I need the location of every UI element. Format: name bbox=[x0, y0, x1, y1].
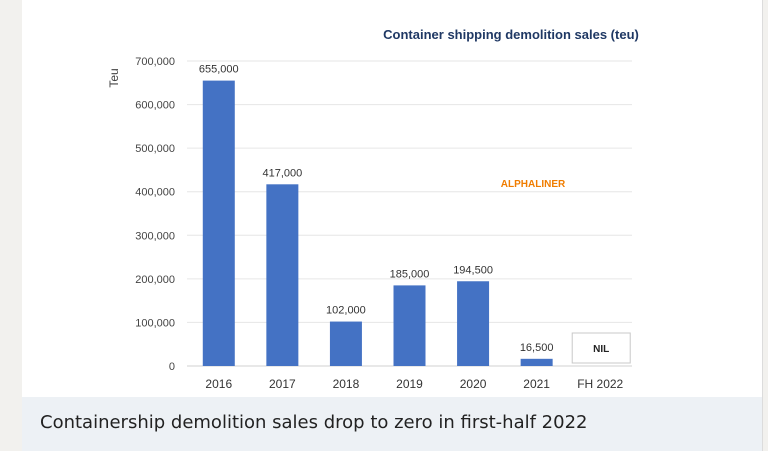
y-tick-label: 0 bbox=[169, 361, 175, 373]
y-tick-label: 400,000 bbox=[135, 187, 175, 199]
bar-2018 bbox=[329, 321, 362, 366]
y-tick-label: 700,000 bbox=[135, 56, 175, 68]
y-axis-label: Teu bbox=[107, 68, 121, 87]
data-label: 185,000 bbox=[390, 268, 430, 280]
y-tick-label: 200,000 bbox=[135, 274, 175, 286]
caption-text: Containership demolition sales drop to z… bbox=[40, 412, 588, 433]
x-tick-label: 2017 bbox=[269, 377, 296, 391]
data-label: 102,000 bbox=[326, 305, 366, 317]
x-tick-label: 2018 bbox=[333, 377, 360, 391]
y-tick-label: 300,000 bbox=[135, 230, 175, 242]
x-tick-label: 2020 bbox=[460, 377, 487, 391]
figure-caption: Containership demolition sales drop to z… bbox=[22, 397, 762, 451]
y-tick-label: 100,000 bbox=[135, 317, 175, 329]
data-label: 16,500 bbox=[520, 342, 554, 354]
bar-chart: Container shipping demolition sales (teu… bbox=[107, 27, 639, 391]
data-label: 194,500 bbox=[453, 264, 493, 276]
article-figure-card bbox=[22, 0, 763, 451]
chart-title: Container shipping demolition sales (teu… bbox=[383, 27, 639, 42]
y-tick-label: 600,000 bbox=[135, 100, 175, 112]
bar-2016 bbox=[202, 80, 235, 366]
data-label: 417,000 bbox=[262, 167, 302, 179]
data-label: 655,000 bbox=[199, 64, 239, 76]
alphaliner-annotation: ALPHALINER bbox=[501, 179, 566, 190]
nil-box bbox=[571, 332, 631, 364]
bar-2020 bbox=[457, 281, 490, 366]
data-label: NIL bbox=[593, 344, 609, 355]
y-tick-label: 500,000 bbox=[135, 143, 175, 155]
bar-2019 bbox=[393, 285, 426, 366]
x-tick-label: 2019 bbox=[396, 377, 423, 391]
bar-2017 bbox=[266, 184, 299, 366]
x-tick-label: FH 2022 bbox=[577, 377, 623, 391]
x-tick-label: 2016 bbox=[205, 377, 232, 391]
x-tick-label: 2021 bbox=[523, 377, 550, 391]
bar-2021 bbox=[520, 358, 553, 366]
